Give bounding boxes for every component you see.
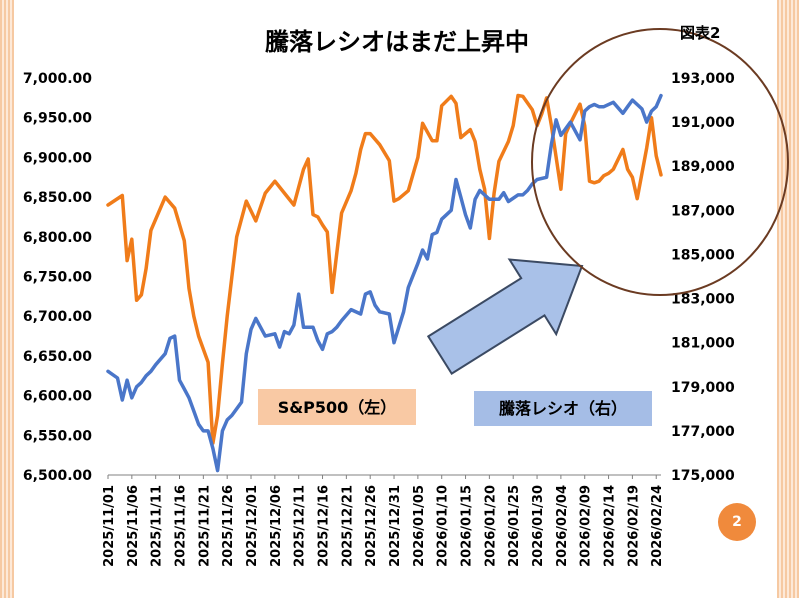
page-number-badge: 2 — [718, 503, 756, 541]
y-right-tick-label: 177,000 — [671, 424, 735, 440]
x-tick-label: 2026/02/24 — [650, 485, 665, 567]
y-right-tick-label: 181,000 — [671, 336, 735, 352]
y-right-tick-label: 193,000 — [671, 71, 735, 87]
x-tick-label: 2025/12/06 — [269, 485, 284, 567]
x-tick-label: 2026/01/30 — [531, 485, 546, 567]
y-left-tick-label: 6,850.00 — [23, 190, 92, 206]
legend-sp500-box — [258, 389, 416, 425]
x-tick-label: 2025/11/21 — [197, 485, 212, 567]
series-line-sp500 — [106, 93, 663, 445]
y-right-tick-label: 185,000 — [671, 247, 735, 263]
x-tick-label: 2025/12/21 — [340, 485, 355, 567]
y-left-tick-label: 6,550.00 — [23, 428, 92, 444]
x-tick-label: 2025/11/01 — [102, 485, 117, 567]
left-decorative-border — [0, 0, 14, 598]
x-tick-label: 2026/01/20 — [483, 485, 498, 567]
x-tick-label: 2025/11/06 — [126, 485, 141, 567]
y-right-tick-label: 183,000 — [671, 292, 735, 308]
x-tick-label: 2026/02/09 — [579, 485, 594, 567]
y-left-tick-label: 6,500.00 — [23, 468, 92, 484]
x-tick-label: 2025/12/31 — [388, 485, 403, 567]
y-left-tick-label: 6,900.00 — [23, 150, 92, 166]
y-left-tick-label: 6,650.00 — [23, 349, 92, 365]
x-tick-label: 2025/11/11 — [150, 485, 165, 567]
series-line-ratio — [106, 93, 663, 473]
x-tick-label: 2025/11/26 — [221, 485, 236, 567]
highlight-ellipse — [531, 28, 789, 296]
y-right-tick-label: 191,000 — [671, 115, 735, 131]
x-tick-label: 2026/02/19 — [626, 485, 641, 567]
chart-title: 騰落レシオはまだ上昇中 — [265, 28, 529, 56]
trend-arrow — [426, 258, 584, 375]
x-tick-label: 2026/01/10 — [436, 485, 451, 567]
figure-label: 図表2 — [680, 24, 721, 42]
y-left-tick-label: 6,750.00 — [23, 270, 92, 286]
x-tick-label: 2025/12/26 — [364, 485, 379, 567]
x-tick-label: 2025/11/16 — [174, 485, 189, 567]
y-left-tick-label: 6,700.00 — [23, 309, 92, 325]
y-right-tick-label: 179,000 — [671, 380, 735, 396]
x-tick-label: 2025/12/11 — [293, 485, 308, 567]
y-right-tick-label: 175,000 — [671, 468, 735, 484]
y-left-tick-label: 6,800.00 — [23, 230, 92, 246]
x-tick-label: 2026/01/25 — [507, 485, 522, 567]
legend-sp500-label: S&P500（左） — [278, 398, 397, 417]
annotation-layer — [426, 28, 789, 375]
x-tick-label: 2026/02/14 — [603, 485, 618, 567]
y-right-tick-label: 187,000 — [671, 203, 735, 219]
y-left-tick-label: 6,600.00 — [23, 389, 92, 405]
right-decorative-border — [777, 0, 799, 598]
legend-ratio-box — [474, 391, 652, 426]
x-tick-label: 2026/01/05 — [412, 485, 427, 567]
x-tick-label: 2025/12/01 — [245, 485, 260, 567]
x-tick-label: 2026/01/15 — [460, 485, 475, 567]
y-left-tick-label: 6,950.00 — [23, 111, 92, 127]
y-left-tick-label: 7,000.00 — [23, 71, 92, 87]
axes: 6,500.00 6,550.00 6,600.00 6,650.00 6,700.00… — [23, 71, 735, 567]
series-layer — [106, 93, 663, 473]
y-right-tick-label: 189,000 — [671, 159, 735, 175]
x-tick-label: 2026/02/04 — [555, 485, 570, 567]
x-tick-label: 2025/12/16 — [317, 485, 332, 567]
legend-layer: S&P500（左） 騰落レシオ（右） — [258, 389, 652, 426]
legend-ratio-label: 騰落レシオ（右） — [499, 399, 627, 418]
